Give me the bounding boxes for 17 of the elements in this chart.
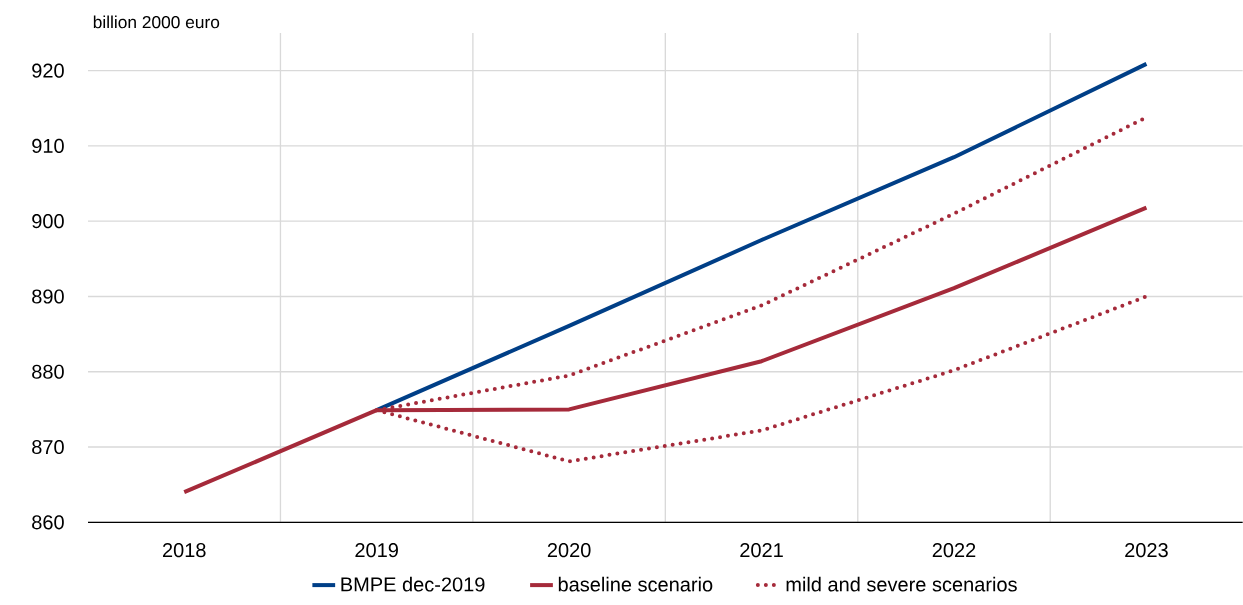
y-tick-label: 870 xyxy=(32,439,64,455)
x-tick-label: 2020 xyxy=(547,543,591,558)
x-tick-label: 2019 xyxy=(355,543,398,558)
y-tick-label: 860 xyxy=(32,515,64,530)
x-tick-label: 2018 xyxy=(162,543,206,558)
x-tick-label: 2023 xyxy=(1125,543,1168,558)
y-tick-label: 880 xyxy=(32,364,64,379)
y-tick-label: 920 xyxy=(32,63,64,78)
y-axis-title: billion 2000 euro xyxy=(93,15,220,29)
x-tick-label: 2021 xyxy=(740,543,783,558)
y-tick-label: 910 xyxy=(32,138,64,153)
x-tick-label: 2022 xyxy=(932,543,976,558)
legend-label: mild and severe scenarios xyxy=(786,576,1017,592)
y-tick-label: 900 xyxy=(32,214,64,229)
y-tick-label: 890 xyxy=(32,289,64,304)
legend-label: BMPE dec-2019 xyxy=(341,576,485,592)
legend-label: baseline scenario xyxy=(558,576,713,592)
